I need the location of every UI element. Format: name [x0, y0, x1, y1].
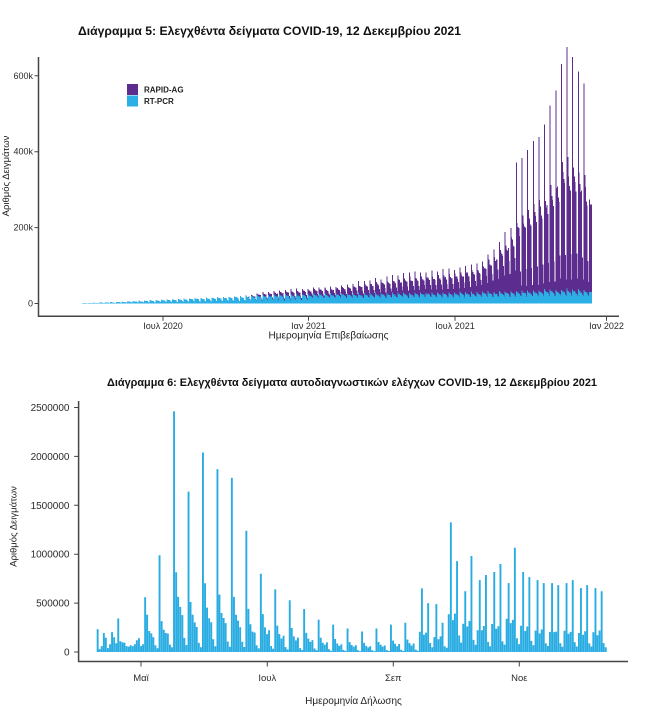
- svg-text:Ιουλ 2021: Ιουλ 2021: [435, 321, 474, 331]
- svg-text:Διάγραμμα 6: Ελεγχθέντα δείγμα: Διάγραμμα 6: Ελεγχθέντα δείγματα αυτοδια…: [107, 377, 597, 389]
- svg-text:RT-PCR: RT-PCR: [144, 97, 174, 106]
- svg-text:500000: 500000: [36, 599, 70, 610]
- svg-text:600k: 600k: [13, 71, 33, 81]
- svg-text:RAPID-AG: RAPID-AG: [144, 86, 184, 95]
- svg-text:2000000: 2000000: [31, 452, 70, 463]
- svg-text:Νοε: Νοε: [511, 673, 528, 684]
- svg-text:Ιαν 2022: Ιαν 2022: [589, 321, 624, 331]
- svg-text:Ιουλ 2020: Ιουλ 2020: [143, 321, 182, 331]
- svg-text:400k: 400k: [13, 147, 33, 157]
- svg-text:Αριθμός Δειγμάτων: Αριθμός Δειγμάτων: [9, 486, 20, 567]
- svg-text:Ιαν 2021: Ιαν 2021: [291, 321, 326, 331]
- svg-text:2500000: 2500000: [31, 403, 70, 414]
- svg-text:Ημερομηνία Δήλωσης: Ημερομηνία Δήλωσης: [305, 695, 402, 707]
- svg-text:Ιουλ: Ιουλ: [258, 673, 276, 684]
- svg-text:0: 0: [28, 299, 33, 309]
- svg-text:1500000: 1500000: [31, 501, 70, 512]
- svg-text:Σεπ: Σεπ: [385, 673, 402, 684]
- svg-text:Μαϊ: Μαϊ: [133, 673, 149, 684]
- svg-text:Διάγραμμα 5: Ελεγχθέντα δείγμα: Διάγραμμα 5: Ελεγχθέντα δείγματα COVID-1…: [78, 24, 461, 38]
- svg-text:Αριθμός Δειγμάτων: Αριθμός Δειγμάτων: [1, 135, 12, 216]
- svg-text:Ημερομηνία Επιβεβαίωσης: Ημερομηνία Επιβεβαίωσης: [269, 330, 389, 342]
- svg-text:1000000: 1000000: [31, 550, 70, 561]
- svg-text:0: 0: [64, 648, 70, 659]
- svg-text:200k: 200k: [13, 223, 33, 233]
